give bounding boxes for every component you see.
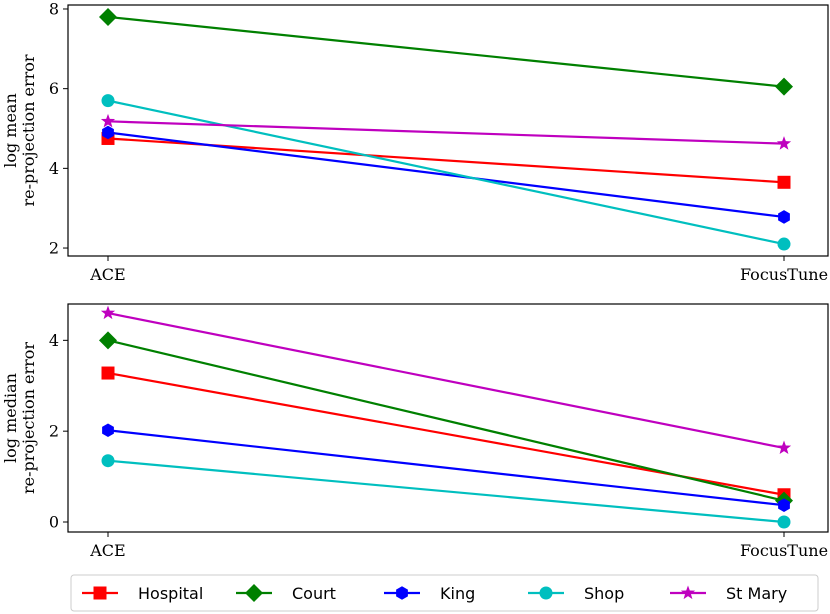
series-king: [102, 125, 790, 224]
y-tick-label: 4: [49, 159, 59, 178]
y-axis-label: log medianre-projection error: [1, 342, 38, 494]
y-axis-label-line: re-projection error: [19, 342, 38, 494]
x-tick-label: ACE: [89, 541, 125, 560]
y-tick-label: 6: [49, 79, 59, 98]
x-tick-label: FocusTune: [740, 265, 828, 284]
legend-label: Court: [292, 584, 336, 603]
series-shop: [101, 454, 791, 529]
data-point-shop: [101, 94, 115, 108]
y-tick-label: 8: [49, 0, 59, 18]
series-king: [102, 423, 790, 512]
legend-marker-st-mary: [680, 585, 696, 600]
legend-marker-shop: [539, 586, 553, 600]
y-tick-label: 2: [49, 422, 59, 441]
data-point-king: [778, 210, 790, 224]
plot-frame: [67, 303, 829, 533]
data-point-court: [99, 331, 117, 350]
series-shop: [101, 94, 791, 251]
legend-label: St Mary: [726, 584, 787, 603]
data-point-king: [102, 125, 114, 140]
data-point-hospital: [777, 175, 791, 189]
series-line-st-mary: [107, 312, 785, 450]
data-point-st-mary: [100, 305, 116, 320]
series-line-king: [107, 429, 785, 507]
y-axis-label: log meanre-projection error: [1, 54, 38, 206]
series-line-st-mary: [107, 120, 785, 145]
legend-item-court: Court: [236, 584, 336, 603]
y-tick-label: 4: [49, 331, 59, 350]
data-point-st-mary: [776, 136, 792, 150]
data-point-court: [99, 7, 117, 26]
legend-marker-hospital: [93, 586, 107, 600]
series-court: [99, 331, 793, 510]
legend-label: Shop: [584, 584, 624, 603]
y-axis-label-line: log median: [1, 373, 20, 463]
legend-label: King: [440, 584, 475, 603]
data-point-st-mary: [776, 440, 792, 455]
series-line-king: [107, 131, 785, 219]
y-tick-label: 2: [49, 239, 59, 258]
legend: Hospital Court King Shop St Mary: [70, 574, 819, 612]
legend-marker-king: [396, 586, 408, 600]
series-line-court: [107, 339, 785, 502]
data-point-court: [775, 77, 793, 96]
legend-item-st-mary: St Mary: [670, 584, 787, 603]
data-point-king: [778, 498, 790, 512]
series-line-shop: [107, 99, 785, 246]
legend-label: Hospital: [138, 584, 203, 603]
legend-item-king: King: [384, 584, 475, 603]
legend-marker-court: [245, 584, 263, 602]
legend-item-shop: Shop: [528, 584, 624, 603]
series-line-court: [107, 15, 785, 88]
legend-item-hospital: Hospital: [82, 584, 203, 603]
x-tick-label: FocusTune: [740, 541, 828, 560]
data-point-hospital: [101, 366, 115, 380]
x-tick-label: ACE: [89, 265, 125, 284]
plot-frame: [67, 4, 829, 257]
y-axis-label-line: re-projection error: [19, 54, 38, 206]
y-tick-label: 0: [49, 513, 59, 532]
y-axis-label-line: log mean: [1, 93, 20, 168]
data-point-king: [102, 423, 114, 438]
series-st-mary: [100, 113, 792, 150]
legend-box: [70, 574, 819, 612]
panel-1: 2 4 6 8 ACE FocusTune log meanre-projection er…: [1, 0, 829, 284]
series-hospital: [101, 366, 791, 502]
data-point-st-mary: [100, 113, 116, 128]
series-court: [99, 7, 793, 96]
data-point-shop: [777, 237, 791, 251]
panel-2: 0 2 4 ACE FocusTune log medianre-projection e…: [1, 303, 829, 560]
data-point-shop: [777, 515, 791, 529]
series-st-mary: [100, 305, 792, 455]
data-point-shop: [101, 454, 115, 468]
series-line-shop: [107, 459, 785, 524]
